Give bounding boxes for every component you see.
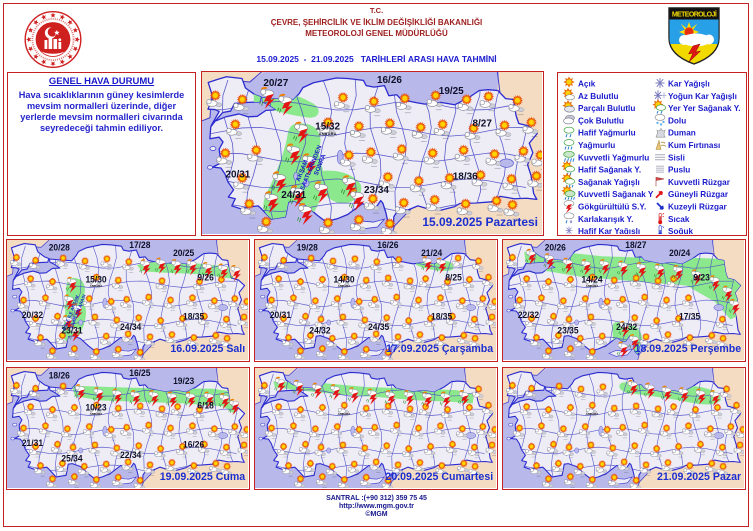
svg-text:25/34: 25/34 <box>61 453 82 463</box>
svg-text:Açık: Açık <box>578 80 596 89</box>
svg-text:24/32: 24/32 <box>309 325 330 335</box>
svg-text:Sıcak: Sıcak <box>668 215 690 224</box>
svg-text:9/26: 9/26 <box>197 272 214 282</box>
svg-text:24/32: 24/32 <box>616 322 637 332</box>
svg-text:Kuvvetli Sağanak Y: Kuvvetli Sağanak Y <box>578 190 654 199</box>
svg-text:Hafif Kar Yağışlı: Hafif Kar Yağışlı <box>578 227 640 234</box>
svg-text:ANKARA: ANKARA <box>338 284 352 288</box>
svg-text:14/30: 14/30 <box>333 275 354 285</box>
svg-text:17/28: 17/28 <box>129 240 150 250</box>
svg-text:23/35: 23/35 <box>557 325 578 335</box>
svg-text:20/26: 20/26 <box>545 242 566 252</box>
svg-text:22/32: 22/32 <box>518 310 539 320</box>
svg-text:Yer Yer Sağanak Y.: Yer Yer Sağanak Y. <box>668 104 741 113</box>
svg-text:Az Bulutlu: Az Bulutlu <box>578 92 618 101</box>
svg-text:16/25: 16/25 <box>129 368 150 378</box>
svg-text:20/24: 20/24 <box>669 248 690 258</box>
svg-text:Parçalı Bulutlu: Parçalı Bulutlu <box>578 104 635 113</box>
svg-text:Kar Yağışlı: Kar Yağışlı <box>668 80 710 89</box>
svg-text:ANKARA: ANKARA <box>338 412 352 416</box>
svg-text:22/34: 22/34 <box>120 450 141 460</box>
svg-text:Kuvvetli Yağmurlu: Kuvvetli Yağmurlu <box>578 153 649 162</box>
svg-text:Sisli: Sisli <box>668 153 685 162</box>
svg-text:18/35: 18/35 <box>431 311 452 321</box>
svg-text:Kuvvetli Rüzgar: Kuvvetli Rüzgar <box>668 178 731 187</box>
svg-text:10/23: 10/23 <box>85 403 106 413</box>
svg-text:20/31: 20/31 <box>270 310 291 320</box>
svg-text:Yoğun Kar Yağışlı: Yoğun Kar Yağışlı <box>668 92 737 101</box>
svg-text:9/23: 9/23 <box>693 272 710 282</box>
svg-text:20/27: 20/27 <box>263 78 288 89</box>
svg-text:Karlakarışık Y.: Karlakarışık Y. <box>578 215 633 224</box>
svg-text:20/28: 20/28 <box>49 242 70 252</box>
svg-text:Hafif Yağmurlu: Hafif Yağmurlu <box>578 129 636 138</box>
svg-text:Soğuk: Soğuk <box>668 227 693 234</box>
svg-text:18/26: 18/26 <box>49 370 70 380</box>
svg-text:Kuzeyli Rüzgar: Kuzeyli Rüzgar <box>668 203 728 212</box>
svg-text:Hafif Sağanak Y.: Hafif Sağanak Y. <box>578 166 641 175</box>
svg-text:16.09.2025 Salı: 16.09.2025 Salı <box>170 343 245 355</box>
svg-text:ANKARA: ANKARA <box>319 132 337 137</box>
svg-text:15.09.2025 Pazartesi: 15.09.2025 Pazartesi <box>422 215 538 229</box>
svg-text:Puslu: Puslu <box>668 166 690 175</box>
svg-text:Dolu: Dolu <box>668 116 686 125</box>
svg-text:Kum Fırtınası: Kum Fırtınası <box>668 141 720 150</box>
svg-text:19/25: 19/25 <box>439 86 464 97</box>
svg-text:ANKARA: ANKARA <box>90 284 104 288</box>
svg-text:20.09.2025 Cumartesi: 20.09.2025 Cumartesi <box>385 471 493 483</box>
svg-text:18/35: 18/35 <box>183 311 204 321</box>
svg-text:21/24: 21/24 <box>421 248 442 258</box>
svg-text:Sağanak Yağışlı: Sağanak Yağışlı <box>578 178 640 187</box>
svg-text:19/23: 19/23 <box>173 376 194 386</box>
svg-text:16/26: 16/26 <box>377 240 398 250</box>
svg-text:Yağmurlu: Yağmurlu <box>578 141 615 150</box>
svg-text:ANKARA: ANKARA <box>586 284 600 288</box>
svg-text:14/24: 14/24 <box>581 275 602 285</box>
svg-text:Gökgürültülü S.Y.: Gökgürültülü S.Y. <box>578 203 646 212</box>
svg-text:ANKARA: ANKARA <box>586 412 600 416</box>
svg-text:20/31: 20/31 <box>225 169 250 180</box>
svg-text:19/28: 19/28 <box>297 242 318 252</box>
svg-text:17/35: 17/35 <box>679 311 700 321</box>
svg-text:15/30: 15/30 <box>85 275 106 285</box>
svg-text:21.09.2025 Pazar: 21.09.2025 Pazar <box>657 471 742 483</box>
svg-text:8/25: 8/25 <box>445 272 462 282</box>
svg-text:20/25: 20/25 <box>173 248 194 258</box>
svg-text:8/27: 8/27 <box>472 119 492 130</box>
svg-text:23/31: 23/31 <box>61 325 82 335</box>
svg-text:24/31: 24/31 <box>281 190 306 201</box>
svg-text:17.09.2025 Çarşamba: 17.09.2025 Çarşamba <box>386 343 494 355</box>
svg-text:16/26: 16/26 <box>377 75 402 86</box>
svg-text:Çok Bulutlu: Çok Bulutlu <box>578 116 624 125</box>
svg-text:Duman: Duman <box>668 129 696 138</box>
svg-text:ANKARA: ANKARA <box>90 412 104 416</box>
svg-text:24/35: 24/35 <box>368 322 389 332</box>
svg-text:15/32: 15/32 <box>315 122 340 133</box>
svg-text:24/34: 24/34 <box>120 322 141 332</box>
svg-text:METEOROLOJİ: METEOROLOJİ <box>672 11 717 19</box>
svg-text:23/34: 23/34 <box>364 185 389 196</box>
svg-text:18.09.2025 Perşembe: 18.09.2025 Perşembe <box>635 343 742 355</box>
svg-text:18/36: 18/36 <box>453 171 478 182</box>
svg-text:20/32: 20/32 <box>22 310 43 320</box>
svg-text:19.09.2025 Cuma: 19.09.2025 Cuma <box>160 471 246 483</box>
svg-text:16/26: 16/26 <box>183 439 204 449</box>
svg-text:21/31: 21/31 <box>22 438 43 448</box>
svg-text:Güneyli Rüzgar: Güneyli Rüzgar <box>668 190 729 199</box>
svg-text:18/27: 18/27 <box>625 240 646 250</box>
svg-text:6/18: 6/18 <box>197 400 214 410</box>
